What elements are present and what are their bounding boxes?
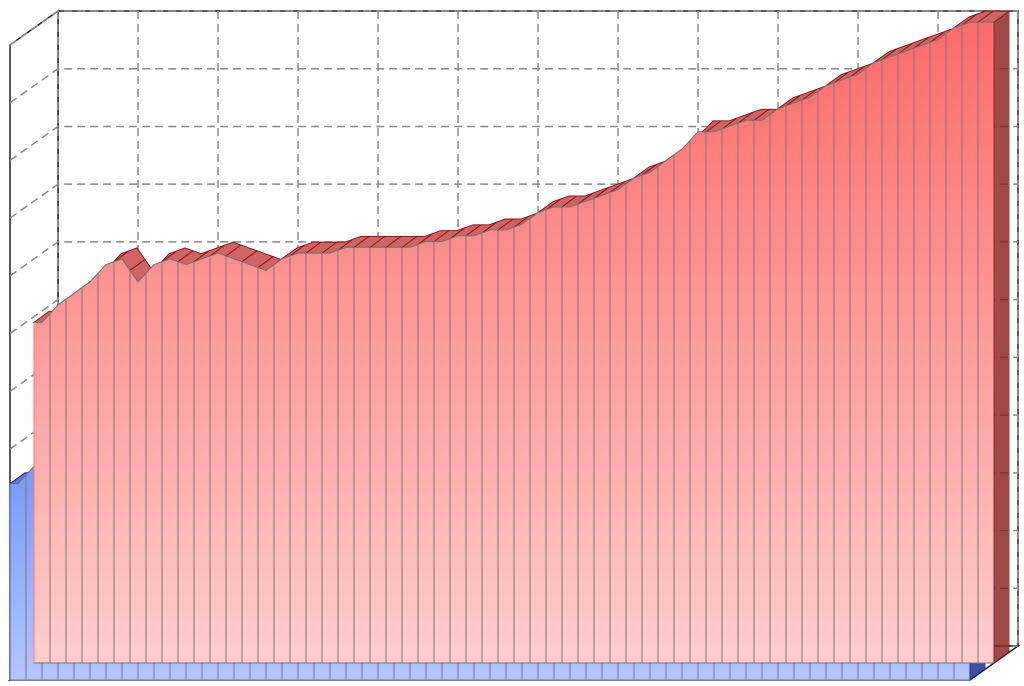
area-column bbox=[753, 113, 771, 664]
area-column bbox=[945, 24, 963, 664]
area-column bbox=[241, 261, 259, 664]
area-column bbox=[801, 90, 819, 664]
area-column bbox=[49, 298, 67, 664]
area-column bbox=[641, 165, 659, 664]
area-column bbox=[913, 41, 931, 664]
area-column bbox=[209, 252, 227, 664]
area-column bbox=[369, 246, 387, 664]
area-column bbox=[785, 99, 803, 664]
area-column bbox=[977, 21, 995, 664]
area-column bbox=[97, 261, 115, 664]
area-column bbox=[721, 122, 739, 664]
area-column bbox=[577, 197, 595, 664]
area-column bbox=[513, 217, 531, 664]
area-column bbox=[897, 47, 915, 664]
area-column bbox=[65, 286, 83, 664]
area-column bbox=[497, 226, 515, 664]
area-column bbox=[81, 272, 99, 664]
area-column bbox=[161, 258, 179, 664]
area-column bbox=[849, 67, 867, 664]
area-column bbox=[321, 249, 339, 664]
area-column bbox=[353, 246, 371, 664]
area-column bbox=[193, 255, 211, 664]
area-column bbox=[529, 209, 547, 664]
area-column bbox=[225, 255, 243, 664]
area-side bbox=[993, 10, 1010, 664]
area-column bbox=[865, 59, 883, 664]
area-column bbox=[689, 131, 707, 664]
area-column bbox=[273, 255, 291, 664]
area-column bbox=[145, 261, 163, 664]
area-column bbox=[625, 174, 643, 664]
area-column bbox=[593, 191, 611, 664]
area-column bbox=[9, 473, 27, 681]
area-column bbox=[305, 252, 323, 664]
area-column bbox=[545, 206, 563, 664]
area-column bbox=[33, 312, 51, 664]
grid-line bbox=[9, 125, 1018, 162]
grid-line bbox=[9, 241, 1018, 277]
area-column bbox=[929, 32, 947, 664]
area-column bbox=[817, 82, 835, 664]
area-column bbox=[417, 241, 435, 664]
area-column bbox=[385, 246, 403, 664]
area-column bbox=[177, 261, 195, 664]
area-column bbox=[657, 154, 675, 664]
area-column bbox=[961, 21, 979, 664]
area-column bbox=[737, 119, 755, 664]
area-column bbox=[609, 182, 627, 664]
area-column bbox=[401, 243, 419, 664]
area-column bbox=[289, 252, 307, 664]
area-column bbox=[337, 246, 355, 664]
area-column bbox=[449, 235, 467, 664]
area-column bbox=[881, 53, 899, 664]
area-column bbox=[257, 263, 275, 664]
area-column bbox=[769, 105, 787, 664]
area-column bbox=[481, 229, 499, 664]
area-column bbox=[673, 139, 691, 664]
area-column bbox=[465, 232, 483, 664]
area-column bbox=[833, 76, 851, 664]
area-column bbox=[705, 128, 723, 664]
area-column bbox=[433, 237, 451, 664]
area-column bbox=[129, 268, 147, 664]
area-column bbox=[113, 258, 131, 664]
area-column bbox=[561, 203, 579, 664]
